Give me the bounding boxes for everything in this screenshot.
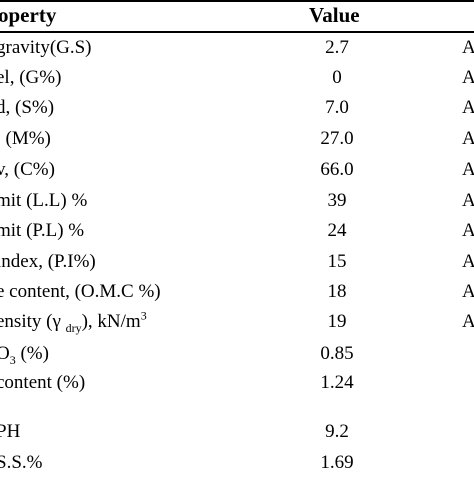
table-row: mit (L.L) % 39 A: [0, 186, 474, 216]
value-cell: 1.69: [320, 452, 354, 473]
value-cell: 27.0: [320, 128, 354, 149]
table-row: O3 (%) 0.85: [0, 339, 474, 369]
value-cell: 0.85: [320, 343, 354, 364]
property-cell: d, (S%): [0, 97, 55, 118]
property-subscript: dry: [65, 320, 82, 335]
value-cell: 0: [332, 67, 342, 88]
top-rule: [0, 0, 474, 2]
property-subscript: 3: [9, 352, 16, 367]
standard-cell: A: [462, 37, 474, 58]
property-cell: e content, (O.M.C %): [0, 281, 161, 302]
property-cell: index, (P.I%): [0, 251, 96, 272]
table-row: S.S.% 1.69: [0, 448, 474, 478]
standard-cell: A: [462, 281, 474, 302]
property-cell: S.S.%: [0, 452, 43, 473]
value-cell: 15: [327, 251, 347, 272]
standard-cell: A: [462, 311, 474, 332]
standard-cell: A: [462, 190, 474, 211]
standard-cell: A: [462, 67, 474, 88]
standard-cell: A: [462, 128, 474, 149]
value-cell: 9.2: [325, 421, 349, 442]
value-cell: 19: [327, 311, 347, 332]
value-cell: 1.24: [320, 372, 354, 393]
property-text: ensity (γ: [0, 311, 66, 332]
standard-cell: A: [462, 97, 474, 118]
table-row: v, (C%) 66.0 A: [0, 155, 474, 185]
property-cell: el, (G%): [0, 67, 62, 88]
table-row: mit (P.L) % 24 A: [0, 216, 474, 246]
value-cell: 2.7: [325, 37, 349, 58]
table-row: index, (P.I%) 15 A: [0, 247, 474, 277]
property-text: (%): [15, 343, 49, 364]
property-cell: mit (P.L) %: [0, 220, 85, 241]
value-cell: 18: [327, 281, 347, 302]
property-cell: ensity (γ dry), kN/m3: [0, 307, 147, 337]
property-cell: O3 (%): [0, 339, 49, 369]
standard-cell: A: [462, 251, 474, 272]
property-cell: content (%): [0, 372, 86, 393]
value-cell: 66.0: [320, 159, 354, 180]
table-row: PH 9.2: [0, 417, 474, 447]
table-row: , (M%) 27.0 A: [0, 124, 474, 154]
property-text: ), kN/m: [81, 311, 141, 332]
table-row: content (%) 1.24: [0, 368, 474, 398]
property-cell: mit (L.L) %: [0, 190, 88, 211]
value-cell: 24: [327, 220, 347, 241]
property-superscript: 3: [140, 308, 147, 323]
header-rule: [0, 31, 474, 33]
property-cell: , (M%): [0, 128, 51, 149]
table-row: el, (G%) 0 A: [0, 63, 474, 93]
property-cell: v, (C%): [0, 159, 55, 180]
header-value: Value: [309, 3, 360, 27]
table-row: e content, (O.M.C %) 18 A: [0, 277, 474, 307]
standard-cell: A: [462, 159, 474, 180]
standard-cell: A: [462, 220, 474, 241]
table-row: ensity (γ dry), kN/m3 19 A: [0, 307, 474, 337]
value-cell: 7.0: [325, 97, 349, 118]
table-row: d, (S%) 7.0 A: [0, 93, 474, 123]
property-cell: PH: [0, 421, 21, 442]
value-cell: 39: [327, 190, 347, 211]
header-property: operty: [0, 3, 57, 27]
property-cell: gravity(G.S): [0, 37, 92, 58]
property-text: O: [0, 343, 10, 364]
table-row: gravity(G.S) 2.7 A: [0, 33, 474, 63]
